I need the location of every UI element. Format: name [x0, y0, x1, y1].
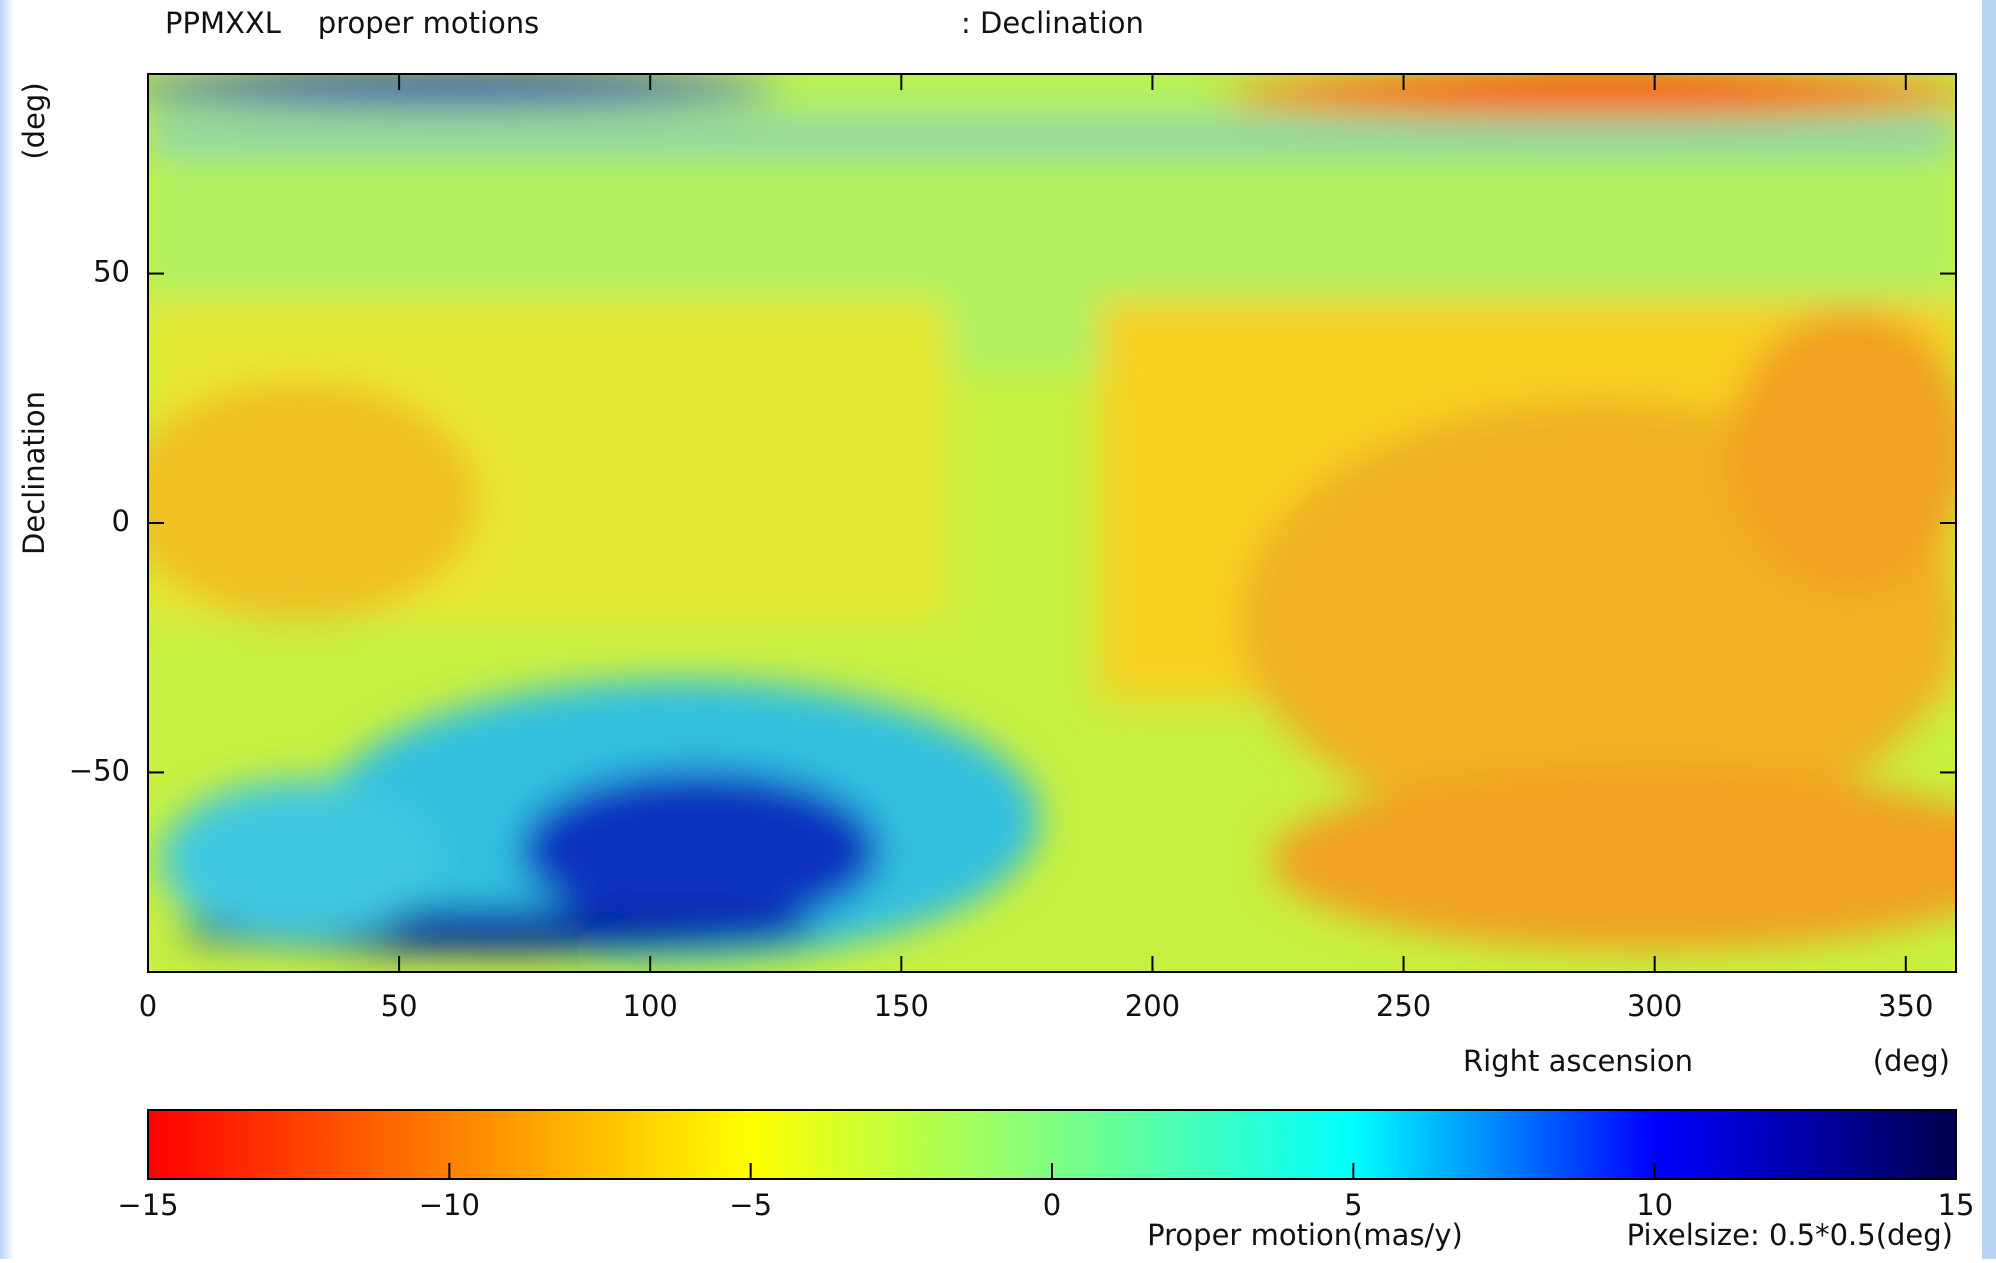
colorbar-tick-label: −15	[117, 1188, 178, 1222]
x-tick-label: 100	[623, 989, 678, 1023]
colorbar-tick-label: 15	[1938, 1188, 1975, 1222]
x-tick-label: 300	[1627, 989, 1682, 1023]
colorbar-tick-label: −5	[729, 1188, 772, 1222]
colorbar-tick-label: −10	[419, 1188, 480, 1222]
chart-title: PPMXXL proper motions	[165, 6, 539, 40]
x-tick-label: 200	[1125, 989, 1180, 1023]
x-tick-label: 150	[874, 989, 929, 1023]
colorbar-tick-label: 5	[1344, 1188, 1362, 1222]
y-axis-unit: (deg)	[17, 82, 51, 159]
y-tick-label: −50	[69, 753, 130, 787]
colorbar-tick-label: 10	[1636, 1188, 1673, 1222]
sky-map	[148, 74, 1956, 972]
page-edge	[1982, 0, 1996, 1259]
chart-subtitle: : Declination	[961, 6, 1144, 40]
x-tick-label: 350	[1878, 989, 1933, 1023]
y-axis-label: Declination	[17, 391, 51, 555]
x-tick-label: 0	[139, 989, 157, 1023]
colorbar-label: Proper motion(mas/y)	[1147, 1218, 1463, 1252]
page-edge	[0, 0, 14, 1259]
x-tick-label: 250	[1376, 989, 1431, 1023]
x-axis-label: Right ascension	[1463, 1044, 1693, 1078]
x-axis-unit: (deg)	[1873, 1044, 1950, 1078]
colorbar-tick-label: 0	[1043, 1188, 1061, 1222]
y-tick-label: 50	[93, 255, 130, 289]
x-tick-label: 50	[381, 989, 418, 1023]
colorbar-note: Pixelsize: 0.5*0.5(deg)	[1627, 1218, 1953, 1252]
y-tick-label: 0	[112, 504, 130, 538]
